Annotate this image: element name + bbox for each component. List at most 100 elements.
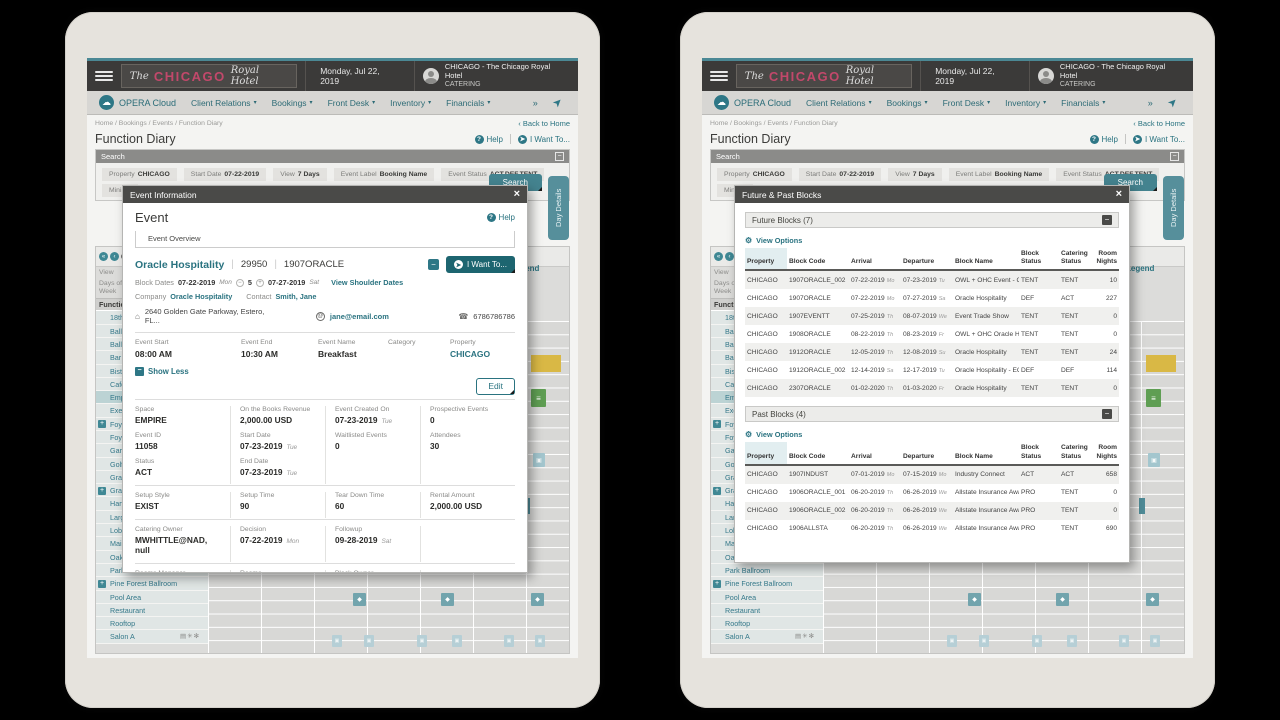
room-row[interactable]: Park Ballroom bbox=[711, 563, 823, 578]
filter-chip[interactable]: Start Date 07-22-2019 bbox=[798, 168, 882, 181]
view-options-link[interactable]: ⚙ View Options bbox=[745, 236, 1119, 245]
room-row[interactable]: Pool Area bbox=[96, 590, 208, 604]
expand-icon[interactable]: + bbox=[98, 420, 106, 429]
expand-icon[interactable]: + bbox=[713, 486, 721, 495]
event-badge-green-icon[interactable]: ≡ bbox=[531, 389, 546, 407]
plus-stepper-icon[interactable]: + bbox=[255, 278, 264, 287]
filter-chip[interactable]: Start Date 07-22-2019 bbox=[183, 168, 267, 181]
room-row[interactable]: Pool Area bbox=[711, 590, 823, 604]
close-icon[interactable]: × bbox=[513, 188, 520, 200]
room-row[interactable]: Rooftop bbox=[711, 617, 823, 631]
account-menu[interactable]: CHICAGO - The Chicago Royal Hotel CATERI… bbox=[1037, 62, 1185, 88]
room-row[interactable]: Salon A bbox=[711, 630, 823, 644]
col-arrival[interactable]: Arrival bbox=[849, 442, 901, 466]
hamburger-menu-icon[interactable] bbox=[95, 71, 113, 81]
room-row[interactable]: Restaurant bbox=[711, 603, 823, 618]
collapse-icon[interactable]: − bbox=[555, 152, 564, 161]
filter-chip[interactable]: Property CHICAGO bbox=[102, 168, 177, 181]
event-block-yellow[interactable] bbox=[531, 355, 561, 372]
nav-item[interactable]: Client Relations ▾ bbox=[806, 98, 872, 108]
nav-overflow-icon[interactable]: » bbox=[1147, 97, 1153, 108]
view-shoulder-dates-link[interactable]: View Shoulder Dates bbox=[331, 278, 404, 287]
event-indicator-icon[interactable]: ◆ bbox=[353, 593, 366, 606]
collapse-icon[interactable]: − bbox=[1102, 215, 1112, 225]
block-code-link[interactable]: 1907ORACLE_002 bbox=[789, 276, 846, 284]
block-row[interactable]: CHICAGO 1906ALLSTA 06-20-2019 Th 06-26-20… bbox=[745, 520, 1119, 538]
room-row[interactable]: + Pine Forest Ballroom bbox=[96, 577, 208, 591]
room-row[interactable]: Restaurant bbox=[96, 603, 208, 618]
back-to-home-link[interactable]: ‹ Back to Home bbox=[518, 119, 570, 128]
nav-item[interactable]: Client Relations ▾ bbox=[191, 98, 257, 108]
opera-cloud-brand[interactable]: ☁ OPERA Cloud bbox=[714, 95, 791, 110]
block-code-link[interactable]: 1906ALLSTA bbox=[789, 525, 828, 533]
block-code-link[interactable]: 1912ORACLE bbox=[789, 348, 831, 356]
i-want-to-button[interactable]: ➤ I Want To... bbox=[445, 256, 516, 273]
i-want-to-link[interactable]: ➤ I Want To... bbox=[517, 134, 570, 144]
search-panel-header[interactable]: Search − bbox=[711, 150, 1184, 163]
filter-chip[interactable]: Event Label Booking Name bbox=[333, 168, 435, 181]
block-code-link[interactable]: 2307ORACLE bbox=[789, 384, 831, 392]
day-details-tab[interactable]: Day Details bbox=[548, 176, 569, 240]
edit-button[interactable]: Edit bbox=[476, 378, 515, 395]
event-indicator-icon[interactable]: ◆ bbox=[1146, 593, 1159, 606]
room-row[interactable]: Rooftop bbox=[96, 617, 208, 631]
block-row[interactable]: CHICAGO 1907INDUST 07-01-2019 Mo 07-15-20… bbox=[745, 464, 1119, 484]
event-block-teal[interactable] bbox=[1139, 498, 1145, 514]
close-icon[interactable]: × bbox=[1115, 188, 1122, 200]
event-indicator-icon[interactable]: ◆ bbox=[968, 593, 981, 606]
hamburger-menu-icon[interactable] bbox=[710, 71, 728, 81]
day-details-tab[interactable]: Day Details bbox=[1163, 176, 1184, 240]
col-block-code[interactable]: Block Code bbox=[787, 248, 849, 272]
block-row[interactable]: CHICAGO 1908ORACLE 08-22-2019 Th 08-23-20… bbox=[745, 325, 1119, 343]
room-row[interactable]: + Pine Forest Ballroom bbox=[711, 577, 823, 591]
prev-day-icon[interactable]: ‹ bbox=[725, 252, 734, 261]
block-code-link[interactable]: 1906ORACLE_001 bbox=[789, 489, 846, 497]
nav-item[interactable]: Financials ▾ bbox=[1061, 98, 1105, 108]
col-departure[interactable]: Departure bbox=[901, 442, 953, 466]
nav-item[interactable]: Bookings ▾ bbox=[272, 98, 313, 108]
col-room-nights[interactable]: Room Nights bbox=[1093, 442, 1119, 466]
help-link[interactable]: ? Help bbox=[1089, 134, 1118, 144]
company-link[interactable]: Oracle Hospitality bbox=[170, 292, 233, 301]
col-block-name[interactable]: Block Name bbox=[953, 442, 1019, 466]
room-row[interactable]: Salon A bbox=[96, 630, 208, 644]
block-row[interactable]: CHICAGO 1907ORACLE 07-22-2019 Mo 07-27-20… bbox=[745, 289, 1119, 307]
col-block-status[interactable]: Block Status bbox=[1019, 442, 1059, 466]
expand-icon[interactable]: + bbox=[713, 420, 721, 429]
filter-chip[interactable]: View 7 Days bbox=[273, 168, 327, 181]
nav-overflow-icon[interactable]: » bbox=[532, 97, 538, 108]
col-departure[interactable]: Departure bbox=[901, 248, 953, 272]
filter-chip[interactable]: View 7 Days bbox=[888, 168, 942, 181]
block-row[interactable]: CHICAGO 1907ORACLE_002 07-22-2019 Mo 07-2… bbox=[745, 270, 1119, 290]
col-arrival[interactable]: Arrival bbox=[849, 248, 901, 272]
col-block-name[interactable]: Block Name bbox=[953, 248, 1019, 272]
block-row[interactable]: CHICAGO 1906ORACLE_002 06-20-2019 Th 06-2… bbox=[745, 501, 1119, 520]
collapse-icon[interactable]: − bbox=[1102, 409, 1112, 420]
block-code-link[interactable]: 1907INDUST bbox=[789, 471, 829, 479]
nav-item[interactable]: Front Desk ▾ bbox=[328, 98, 376, 108]
help-link[interactable]: ? Help bbox=[486, 213, 515, 222]
event-indicator-icon[interactable]: ◆ bbox=[531, 593, 544, 606]
filter-chip[interactable]: Property CHICAGO bbox=[717, 168, 792, 181]
event-indicator-icon[interactable]: ◆ bbox=[1056, 593, 1069, 606]
block-row[interactable]: CHICAGO 1907EVENTT 07-25-2019 Th 08-07-20… bbox=[745, 307, 1119, 326]
quick-launch-icon[interactable]: ➤ bbox=[550, 95, 566, 111]
nav-item[interactable]: Inventory ▾ bbox=[1005, 98, 1046, 108]
event-badge-green-icon[interactable]: ≡ bbox=[1146, 389, 1161, 407]
col-property[interactable]: Property bbox=[745, 248, 787, 272]
expand-icon[interactable]: + bbox=[98, 486, 106, 495]
block-row[interactable]: CHICAGO 2307ORACLE 01-02-2020 Th 01-03-20… bbox=[745, 379, 1119, 398]
contact-link[interactable]: Smith, Jane bbox=[275, 292, 317, 301]
help-link[interactable]: ? Help bbox=[474, 134, 503, 144]
tab-event-overview[interactable]: Event Overview bbox=[135, 231, 515, 248]
quick-launch-icon[interactable]: ➤ bbox=[1165, 95, 1181, 111]
opera-cloud-brand[interactable]: ☁ OPERA Cloud bbox=[99, 95, 176, 110]
view-options-link[interactable]: ⚙ View Options bbox=[745, 430, 1119, 439]
future-blocks-header[interactable]: Future Blocks (7) − bbox=[745, 212, 1119, 228]
col-block-status[interactable]: Block Status bbox=[1019, 248, 1059, 272]
block-code-link[interactable]: 1912ORACLE_002 bbox=[789, 366, 846, 374]
collapse-icon[interactable]: − bbox=[1170, 152, 1179, 161]
col-room-nights[interactable]: Room Nights bbox=[1093, 248, 1119, 272]
nav-item[interactable]: Bookings ▾ bbox=[887, 98, 928, 108]
nav-item[interactable]: Financials ▾ bbox=[446, 98, 490, 108]
